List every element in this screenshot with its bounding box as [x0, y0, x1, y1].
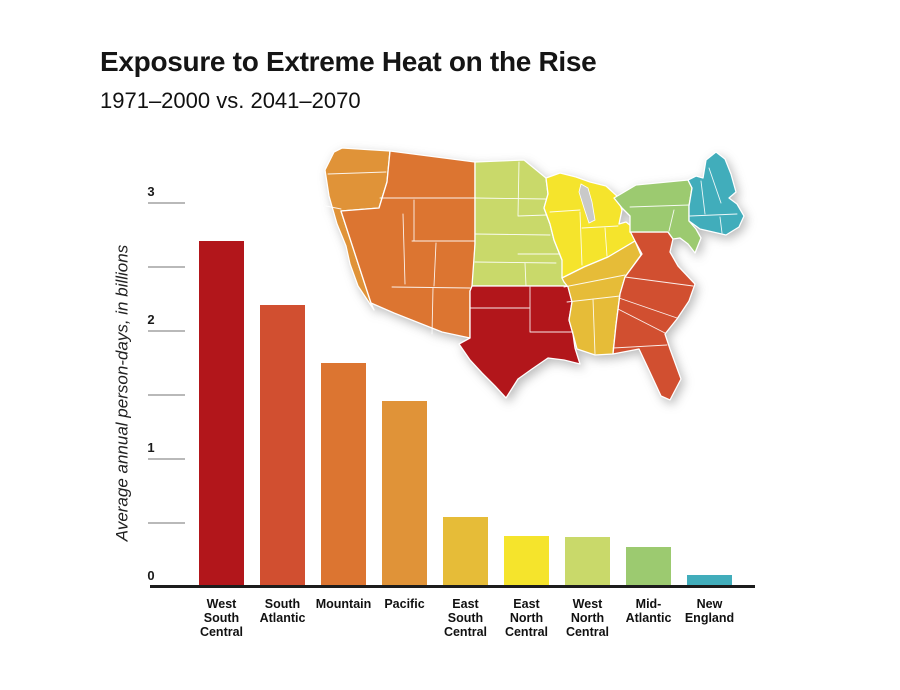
- y-tick-label: 1: [147, 439, 155, 455]
- bar-west-south-central: [199, 240, 244, 587]
- x-label-line: North: [570, 611, 605, 625]
- bar-south-atlantic: [260, 304, 305, 587]
- map-region-wsc: [458, 285, 581, 399]
- x-label-new-england: New England: [655, 597, 765, 625]
- y-tick-major: [148, 329, 185, 332]
- x-label-line: West: [206, 597, 237, 611]
- y-tick-minor: [148, 521, 185, 524]
- y-tick-label: 0: [147, 567, 155, 583]
- x-label-line: Mountain: [315, 597, 372, 611]
- x-label-line: Central: [199, 625, 244, 639]
- bar-west-north-central: [565, 536, 610, 587]
- y-tick-minor: [148, 265, 185, 268]
- chart-title: Exposure to Extreme Heat on the Rise: [100, 46, 597, 77]
- y-tick-minor: [148, 393, 185, 396]
- x-label-line: South: [203, 611, 240, 625]
- x-label-line: South: [264, 597, 301, 611]
- x-axis-baseline: [150, 585, 755, 588]
- x-label-west-south-central: West South Central: [167, 597, 277, 639]
- lake-michigan: [578, 183, 596, 224]
- x-label-line: Central: [443, 625, 488, 639]
- map-region-sa: [612, 231, 696, 401]
- x-label-line: New: [696, 597, 723, 611]
- x-label-line: Central: [504, 625, 549, 639]
- state-borders: [325, 161, 738, 355]
- bar-mid-atlantic: [626, 546, 671, 587]
- y-tick-label: 2: [147, 311, 155, 327]
- x-label-east-south-central: East South Central: [411, 597, 521, 639]
- x-label-line: Atlantic: [625, 611, 672, 625]
- x-label-west-north-central: West North Central: [533, 597, 643, 639]
- x-label-line: North: [509, 611, 544, 625]
- x-label-line: Atlantic: [259, 611, 306, 625]
- y-tick-label: 3: [147, 183, 155, 199]
- us-regions-map: [324, 147, 745, 401]
- map-region-ne: [687, 151, 745, 236]
- chart-subtitle: 1971–2000 vs. 2041–2070: [100, 88, 361, 113]
- y-tick-major: [148, 201, 185, 204]
- x-label-line: England: [684, 611, 735, 625]
- x-label-east-north-central: East North Central: [472, 597, 582, 639]
- y-axis-label: Average annual person-days, in billions: [112, 244, 132, 542]
- bar-new-england: [687, 574, 732, 587]
- bar-east-north-central: [504, 535, 549, 587]
- bar-east-south-central: [443, 516, 488, 587]
- x-label-line: West: [572, 597, 603, 611]
- x-label-line: Central: [565, 625, 610, 639]
- x-label-south-atlantic: South Atlantic: [228, 597, 338, 625]
- x-label-mountain: Mountain: [289, 597, 399, 611]
- bar-pacific: [382, 400, 427, 587]
- x-label-line: Pacific: [384, 597, 425, 611]
- x-label-line: Mid-: [635, 597, 662, 611]
- y-tick-major: [148, 457, 185, 460]
- x-label-line: East: [513, 597, 540, 611]
- x-label-mid-atlantic: Mid- Atlantic: [594, 597, 704, 625]
- x-label-line: East: [452, 597, 479, 611]
- bar-mountain: [321, 362, 366, 587]
- x-label-line: South: [447, 611, 484, 625]
- x-label-pacific: Pacific: [350, 597, 460, 611]
